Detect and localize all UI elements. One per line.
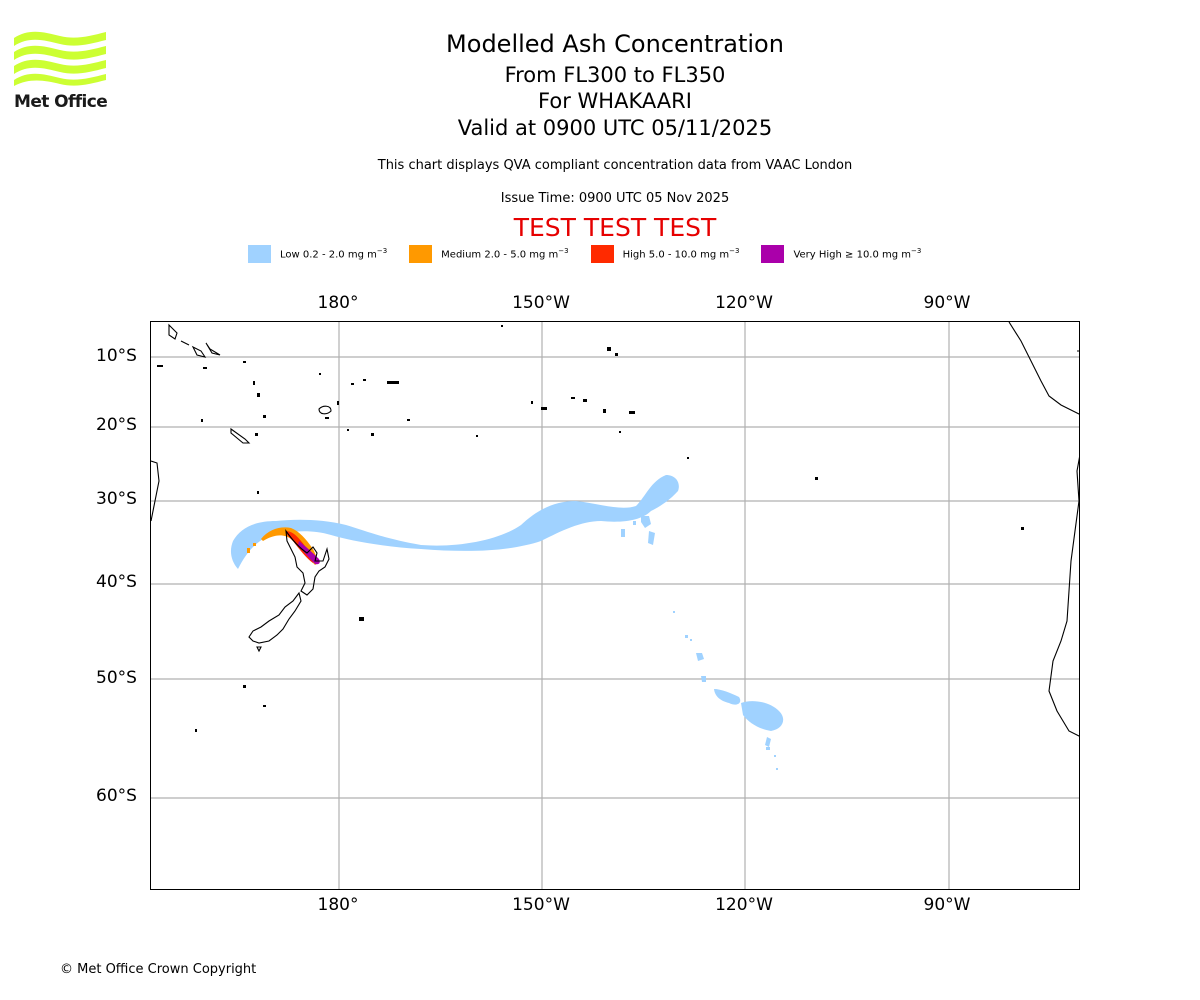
y-tick-60s: 60°S [96, 786, 137, 806]
chart-description: This chart displays QVA compliant concen… [377, 158, 853, 173]
x-tick-bottom-150w: 150°W [512, 895, 570, 915]
flight-level-range: From FL300 to FL350 [504, 63, 726, 87]
x-tick-top-90w: 90°W [923, 293, 971, 313]
copyright-notice: © Met Office Crown Copyright [60, 962, 257, 977]
legend-swatch-high [590, 245, 614, 263]
logo-text: Met Office [14, 92, 108, 112]
legend-item-high: High 5.0 - 10.0 mg m−3 [590, 245, 740, 263]
met-office-logo: Met Office [14, 30, 108, 112]
ash-concentration-map [150, 321, 1080, 890]
ash-low-region [230, 475, 784, 770]
legend-label: Medium 2.0 - 5.0 mg m−3 [441, 247, 569, 261]
valid-time: Valid at 0900 UTC 05/11/2025 [457, 116, 773, 140]
volcano-name: For WHAKAARI [538, 89, 692, 113]
legend-label: Very High ≥ 10.0 mg m−3 [793, 247, 922, 261]
x-tick-bottom-90w: 90°W [923, 895, 971, 915]
y-tick-50s: 50°S [96, 668, 137, 688]
legend-swatch-medium [409, 245, 433, 263]
legend-label: Low 0.2 - 2.0 mg m−3 [280, 247, 388, 261]
test-banner: TEST TEST TEST [513, 213, 717, 242]
legend-item-low: Low 0.2 - 2.0 mg m−3 [248, 245, 387, 263]
ash-medium-region [247, 527, 318, 565]
legend-item-very-high: Very High ≥ 10.0 mg m−3 [761, 245, 921, 263]
concentration-legend: Low 0.2 - 2.0 mg m−3 Medium 2.0 - 5.0 mg… [248, 244, 943, 264]
legend-swatch-low [248, 245, 271, 263]
ash-very-high-region [298, 541, 320, 565]
graticule [151, 322, 1079, 889]
legend-swatch-very-high [761, 245, 785, 263]
x-tick-bottom-180: 180° [317, 895, 359, 915]
x-tick-top-150w: 150°W [512, 293, 570, 313]
x-tick-top-180: 180° [317, 293, 359, 313]
legend-label: High 5.0 - 10.0 mg m−3 [622, 247, 740, 261]
y-tick-40s: 40°S [96, 572, 137, 592]
y-tick-10s: 10°S [96, 346, 137, 366]
small-islands [157, 325, 1024, 732]
met-office-wave-logo-icon [14, 31, 106, 86]
y-tick-30s: 30°S [96, 489, 137, 509]
y-tick-20s: 20°S [96, 415, 137, 435]
x-tick-top-120w: 120°W [715, 293, 773, 313]
legend-item-medium: Medium 2.0 - 5.0 mg m−3 [409, 245, 569, 263]
chart-title: Modelled Ash Concentration [446, 30, 784, 58]
issue-time: Issue Time: 0900 UTC 05 Nov 2025 [500, 191, 730, 206]
coastlines [151, 322, 1079, 737]
map-canvas [151, 322, 1079, 889]
x-tick-bottom-120w: 120°W [715, 895, 773, 915]
